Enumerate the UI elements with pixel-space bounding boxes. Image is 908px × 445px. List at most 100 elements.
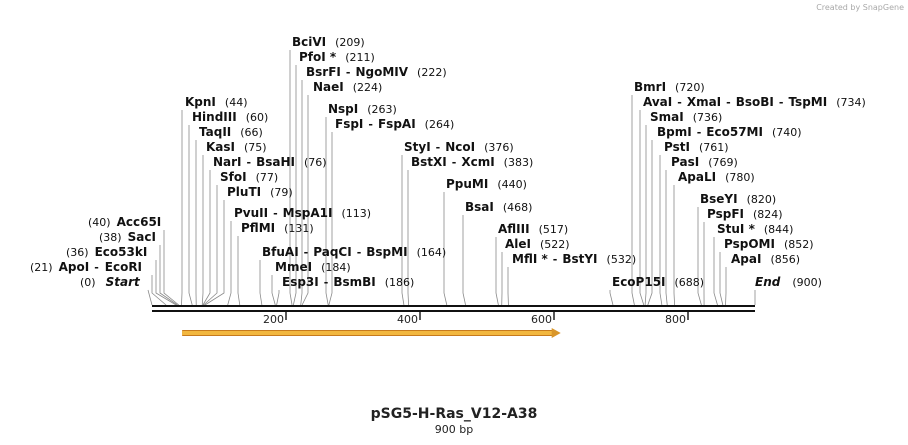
site-position: (517) [539,223,569,236]
site-label: BmrI (720) [634,80,705,94]
site-label: SmaI (736) [650,110,722,124]
site-position: (44) [225,96,248,109]
site-position: (740) [772,126,802,139]
site-position: (222) [417,66,447,79]
site-position: (36) [66,246,89,259]
site-position: (468) [503,201,533,214]
leader-lines [147,50,756,306]
site-position: (522) [540,238,570,251]
site-enzyme-name: NaeI [313,80,344,94]
site-label: (36) Eco53kI [66,245,147,259]
site-label: PvuII - MspA1I (113) [234,206,371,220]
map-title: pSG5-H-Ras_V12-A38 [371,406,538,422]
site-label: BfuAI - PaqCI - BspMI (164) [262,245,446,259]
site-label: BseYI (820) [700,192,776,206]
site-enzyme-name: SfoI [220,170,247,184]
site-position: (780) [725,171,755,184]
site-position: (820) [747,193,777,206]
site-enzyme-name: BstYI [562,252,597,266]
site-enzyme-name: Eco57MI [706,125,763,139]
site-position: (856) [770,253,800,266]
site-enzyme-name: BsoBI [736,95,774,109]
feature-arrow-head [551,328,561,338]
site-position: (184) [321,261,351,274]
site-label: KpnI (44) [185,95,248,109]
name-separator: - [779,96,784,109]
name-separator: - [273,207,278,220]
site-label: (0) Start [80,275,141,289]
site-position: (131) [284,222,314,235]
site-enzyme-name: Esp3I [282,275,319,289]
site-position: (824) [753,208,783,221]
sequence-backbone [152,305,755,312]
site-label: PfoI * (211) [299,50,375,64]
site-label: BstXI - XcmI (383) [411,155,533,169]
site-position: (77) [256,171,279,184]
site-enzyme-name: KasI [206,140,235,154]
site-label: AflIII (517) [498,222,568,236]
site-label: NspI (263) [328,102,397,116]
site-enzyme-name: MflI * [512,252,548,266]
site-enzyme-name: StyI [404,140,431,154]
site-enzyme-name: BmrI [634,80,666,94]
site-label: HindIII (60) [192,110,268,124]
site-enzyme-name: KpnI [185,95,216,109]
site-position: (720) [675,81,705,94]
site-leader-line [276,290,280,306]
site-position: (900) [792,276,822,289]
site-label: BsaI (468) [465,200,532,214]
site-enzyme-name: PfoI * [299,50,337,64]
site-position: (209) [335,36,365,49]
bottom-strand [152,310,755,312]
site-enzyme-name: ApaLI [678,170,716,184]
site-label: NarI - BsaHI (76) [213,155,327,169]
site-leader-line [292,65,297,306]
site-enzyme-name: SmaI [650,110,684,124]
site-leader-line [203,185,218,306]
site-enzyme-name: PflMI [241,221,275,235]
site-leader-line [204,200,225,306]
feature-arrow-track [182,328,561,338]
site-enzyme-name: AflIII [498,222,530,236]
site-enzyme-name: BsrFI [306,65,341,79]
site-enzyme-name: FspAI [378,117,416,131]
site-enzyme-name: End [755,275,781,289]
site-enzyme-name: PstI [664,140,690,154]
site-enzyme-name: BstXI [411,155,447,169]
site-leader-line [201,155,204,306]
name-separator: - [368,118,373,131]
site-leader-line [639,110,645,306]
site-enzyme-name: HindIII [192,110,237,124]
site-enzyme-name: AleI [505,237,531,251]
site-leader-line [443,192,448,306]
site-enzyme-name: BpmI [657,125,692,139]
site-position: (21) [30,261,53,274]
site-leader-line [227,221,232,306]
site-enzyme-name: PpuMI [446,177,488,191]
site-position: (66) [240,126,263,139]
site-label: SfoI (77) [220,170,278,184]
site-leader-line [202,170,211,306]
site-position: (224) [353,81,383,94]
site-leader-line [401,155,405,306]
site-labels: (0) Start(21) ApoI - EcoRI(36) Eco53kI(38) Sac… [30,35,866,289]
site-leader-line [659,155,663,306]
site-leader-line [151,275,167,306]
site-label: PspOMI (852) [724,237,814,251]
site-enzyme-name: ApoI [59,260,90,274]
ruler-tick-label: 400 [397,313,418,326]
site-position: (113) [341,207,371,220]
site-leader-line [462,215,466,306]
site-enzyme-name: BciVI [292,35,326,49]
site-position: (761) [699,141,729,154]
name-separator: - [324,276,329,289]
site-enzyme-name: Eco53kI [95,245,148,259]
site-enzyme-name: NgoMIV [355,65,408,79]
site-leader-line [719,252,724,306]
site-leader-line [697,207,702,306]
site-label: BciVI (209) [292,35,365,49]
site-label: PluTI (79) [227,185,293,199]
site-enzyme-name: BseYI [700,192,738,206]
site-leader-line [673,185,675,306]
site-label: (38) SacI [99,230,156,244]
